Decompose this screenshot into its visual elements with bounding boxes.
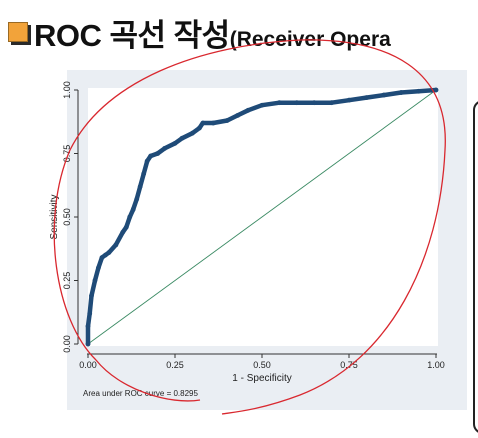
y-tick-label: 0.75 (62, 145, 72, 163)
x-tick-label: 0.50 (253, 360, 271, 370)
red-ink-scribble (53, 39, 446, 415)
roc-point (433, 87, 439, 93)
roc-point (364, 95, 369, 101)
roc-point (311, 100, 317, 106)
roc-point (162, 146, 167, 151)
slide-title-main: ROC 곡선 작성 (34, 18, 230, 53)
roc-point (92, 278, 98, 283)
roc-point (87, 311, 93, 316)
roc-point (155, 151, 161, 156)
roc-point (148, 153, 154, 159)
roc-point (235, 113, 241, 118)
y-tick-label: 1.00 (62, 81, 72, 99)
roc-point (103, 252, 108, 258)
x-axis-label: 1 - Specificity (232, 373, 291, 384)
roc-point (224, 118, 230, 123)
roc-point (120, 229, 126, 235)
roc-point (137, 184, 143, 189)
roc-point (106, 250, 112, 255)
reference-line (87, 89, 437, 345)
roc-point (196, 125, 202, 131)
x-tick-label: 1.00 (427, 360, 445, 370)
x-tick-label: 0.75 (340, 360, 358, 370)
roc-point (346, 97, 352, 103)
side-panel (473, 100, 478, 434)
roc-point (96, 265, 101, 271)
roc-point (85, 341, 91, 347)
x-tick-label: 0.25 (166, 360, 184, 370)
roc-point (210, 120, 216, 126)
roc-point (85, 323, 91, 329)
roc-point (245, 107, 251, 113)
roc-point (123, 224, 129, 230)
roc-point (179, 135, 185, 141)
roc-point (277, 100, 282, 106)
roc-point (172, 140, 178, 146)
roc-point (416, 88, 421, 94)
roc-point (113, 242, 119, 248)
roc-point (259, 102, 265, 108)
roc-point (381, 92, 387, 98)
roc-point (130, 206, 136, 212)
roc-point (127, 214, 133, 220)
roc-point (89, 293, 94, 299)
roc-point (398, 90, 404, 95)
title-bullet-icon (8, 22, 28, 42)
y-tick-label: 0.25 (62, 272, 72, 290)
roc-point (329, 100, 334, 106)
auc-annotation: Area under ROC curve = 0.8295 (83, 389, 199, 398)
roc-point (200, 120, 206, 126)
y-tick-label: 0.00 (62, 335, 72, 353)
roc-point (190, 130, 195, 136)
x-tick-label: 0.00 (79, 360, 97, 370)
roc-point (99, 255, 105, 261)
roc-point (294, 100, 300, 106)
roc-point (141, 171, 147, 177)
roc-point (144, 158, 150, 164)
roc-point (134, 196, 140, 202)
y-tick-label: 0.50 (62, 208, 72, 226)
